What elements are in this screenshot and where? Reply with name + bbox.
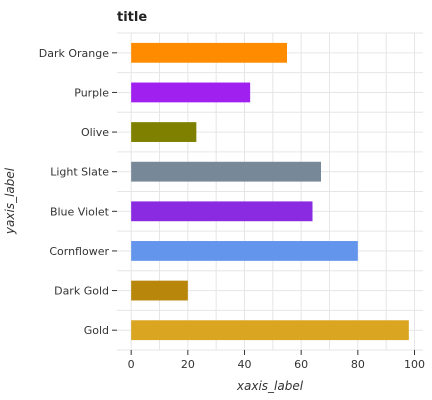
y-tick-label: Dark Orange: [39, 47, 109, 60]
x-tick-label: 60: [294, 358, 308, 371]
y-tick-label: Purple: [74, 86, 109, 99]
chart-title: title: [117, 10, 147, 25]
x-tick-label: 100: [404, 358, 425, 371]
bar-light-slate: [131, 161, 321, 182]
bar-blue-violet: [131, 201, 313, 222]
bar-gold: [131, 320, 409, 341]
x-axis-ticks: 0 20 40 60 80 100: [128, 350, 425, 371]
x-tick-label: 20: [181, 358, 195, 371]
bar-dark-gold: [131, 280, 188, 301]
bar-purple: [131, 82, 251, 103]
bar-cornflower: [131, 241, 358, 261]
x-tick-label: 0: [128, 358, 135, 371]
y-tick-label: Dark Gold: [54, 285, 109, 298]
x-tick-label: 80: [351, 358, 365, 371]
y-tick-label: Gold: [84, 324, 109, 337]
y-axis-ticks: Gold Dark Gold Cornflower Blue Violet Light …: [39, 47, 117, 337]
y-tick-label: Cornflower: [49, 245, 109, 258]
y-tick-label: Light Slate: [50, 166, 109, 179]
y-tick-label: Blue Violet: [50, 205, 110, 218]
x-axis-label: xaxis_label: [236, 379, 304, 393]
bar-olive: [131, 122, 197, 142]
y-tick-label: Olive: [81, 126, 109, 139]
grid: [117, 32, 423, 351]
x-tick-label: 40: [238, 358, 252, 371]
bars: [131, 42, 409, 341]
bar-dark-orange: [131, 42, 287, 63]
y-axis-label: yaxis_label: [3, 167, 17, 235]
